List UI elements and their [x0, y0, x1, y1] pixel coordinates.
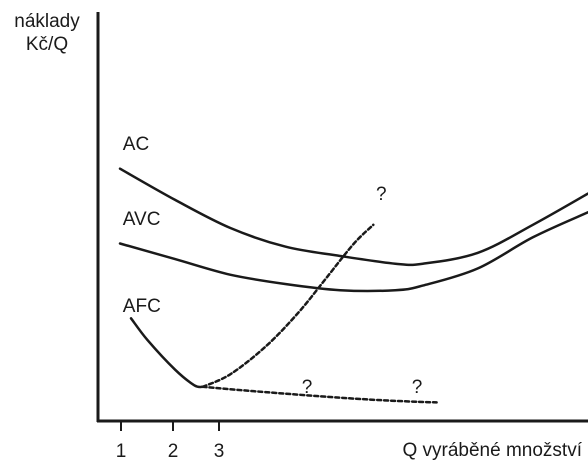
label-ac: AC — [123, 134, 149, 155]
curves — [118, 167, 588, 404]
x-tick-label-3: 3 — [214, 441, 225, 462]
question-mark-4: ? — [302, 377, 313, 398]
x-axis-label: Q vyráběné množství — [402, 440, 582, 461]
question-mark-3: ? — [376, 184, 387, 205]
curve-afc — [129, 317, 204, 389]
x-tick-label-2: 2 — [168, 441, 179, 462]
x-tick-label-1: 1 — [116, 441, 127, 462]
y-axis-label-line1: náklady — [14, 11, 80, 32]
label-afc: AFC — [123, 296, 161, 317]
curve-afc-ext — [201, 385, 438, 404]
annotations: AC AVC AFC??? — [123, 134, 423, 398]
question-mark-5: ? — [412, 377, 423, 398]
curve-ac — [118, 167, 588, 267]
label-avc: AVC — [123, 209, 161, 230]
curve-mc — [201, 223, 375, 389]
curve-avc — [118, 211, 588, 293]
x-ticks: 1 2 3 — [116, 421, 225, 462]
y-axis-label-line2: Kč/Q — [26, 34, 68, 55]
